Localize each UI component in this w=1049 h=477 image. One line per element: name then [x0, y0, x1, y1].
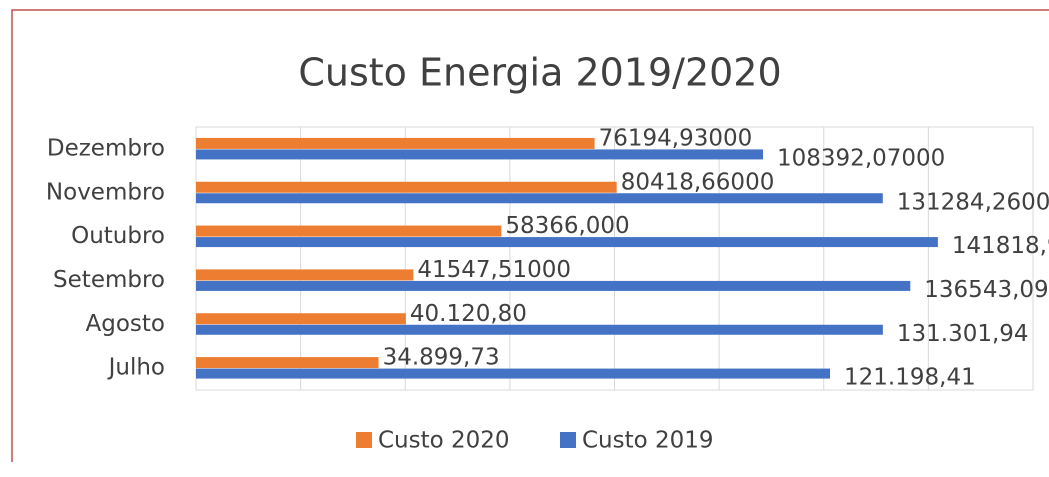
data-label: 136543,09000 — [924, 277, 1049, 303]
data-label: 121.198,41 — [844, 365, 976, 391]
bar — [196, 269, 414, 281]
bar — [196, 137, 595, 149]
data-label: 131284,26000 — [897, 189, 1049, 215]
bar — [196, 181, 617, 193]
bar — [196, 368, 831, 379]
data-label: 108392,07000 — [777, 145, 945, 171]
data-label: 76194,93000 — [599, 125, 753, 151]
data-label: 41547,51000 — [417, 257, 571, 283]
bar — [196, 225, 502, 237]
bar — [196, 280, 911, 291]
chart-border — [11, 9, 1049, 462]
chart-title: Custo Energia 2019/2020 — [298, 51, 781, 95]
data-label: 80418,66000 — [621, 169, 775, 195]
y-tick-label: Setembro — [53, 267, 165, 293]
y-tick-label: Novembro — [46, 179, 165, 205]
data-label: 141818,92000 — [952, 233, 1049, 259]
y-tick-label: Julho — [107, 355, 165, 381]
y-tick-label: Dezembro — [47, 135, 165, 161]
legend-label: Custo 2019 — [582, 428, 714, 454]
bar — [196, 237, 938, 248]
data-label: 58366,000 — [505, 213, 629, 239]
data-label: 131.301,94 — [897, 321, 1029, 347]
y-tick-label: Agosto — [86, 311, 165, 337]
y-tick-label: Outubro — [71, 223, 165, 249]
legend-label: Custo 2020 — [378, 428, 510, 454]
data-label: 34.899,73 — [383, 345, 500, 371]
bar — [196, 324, 883, 335]
bar — [196, 193, 883, 204]
legend-swatch — [560, 432, 576, 448]
bar — [196, 149, 764, 160]
legend-swatch — [356, 432, 372, 448]
bar — [196, 313, 406, 325]
bar — [196, 357, 379, 369]
data-label: 40.120,80 — [410, 301, 527, 327]
